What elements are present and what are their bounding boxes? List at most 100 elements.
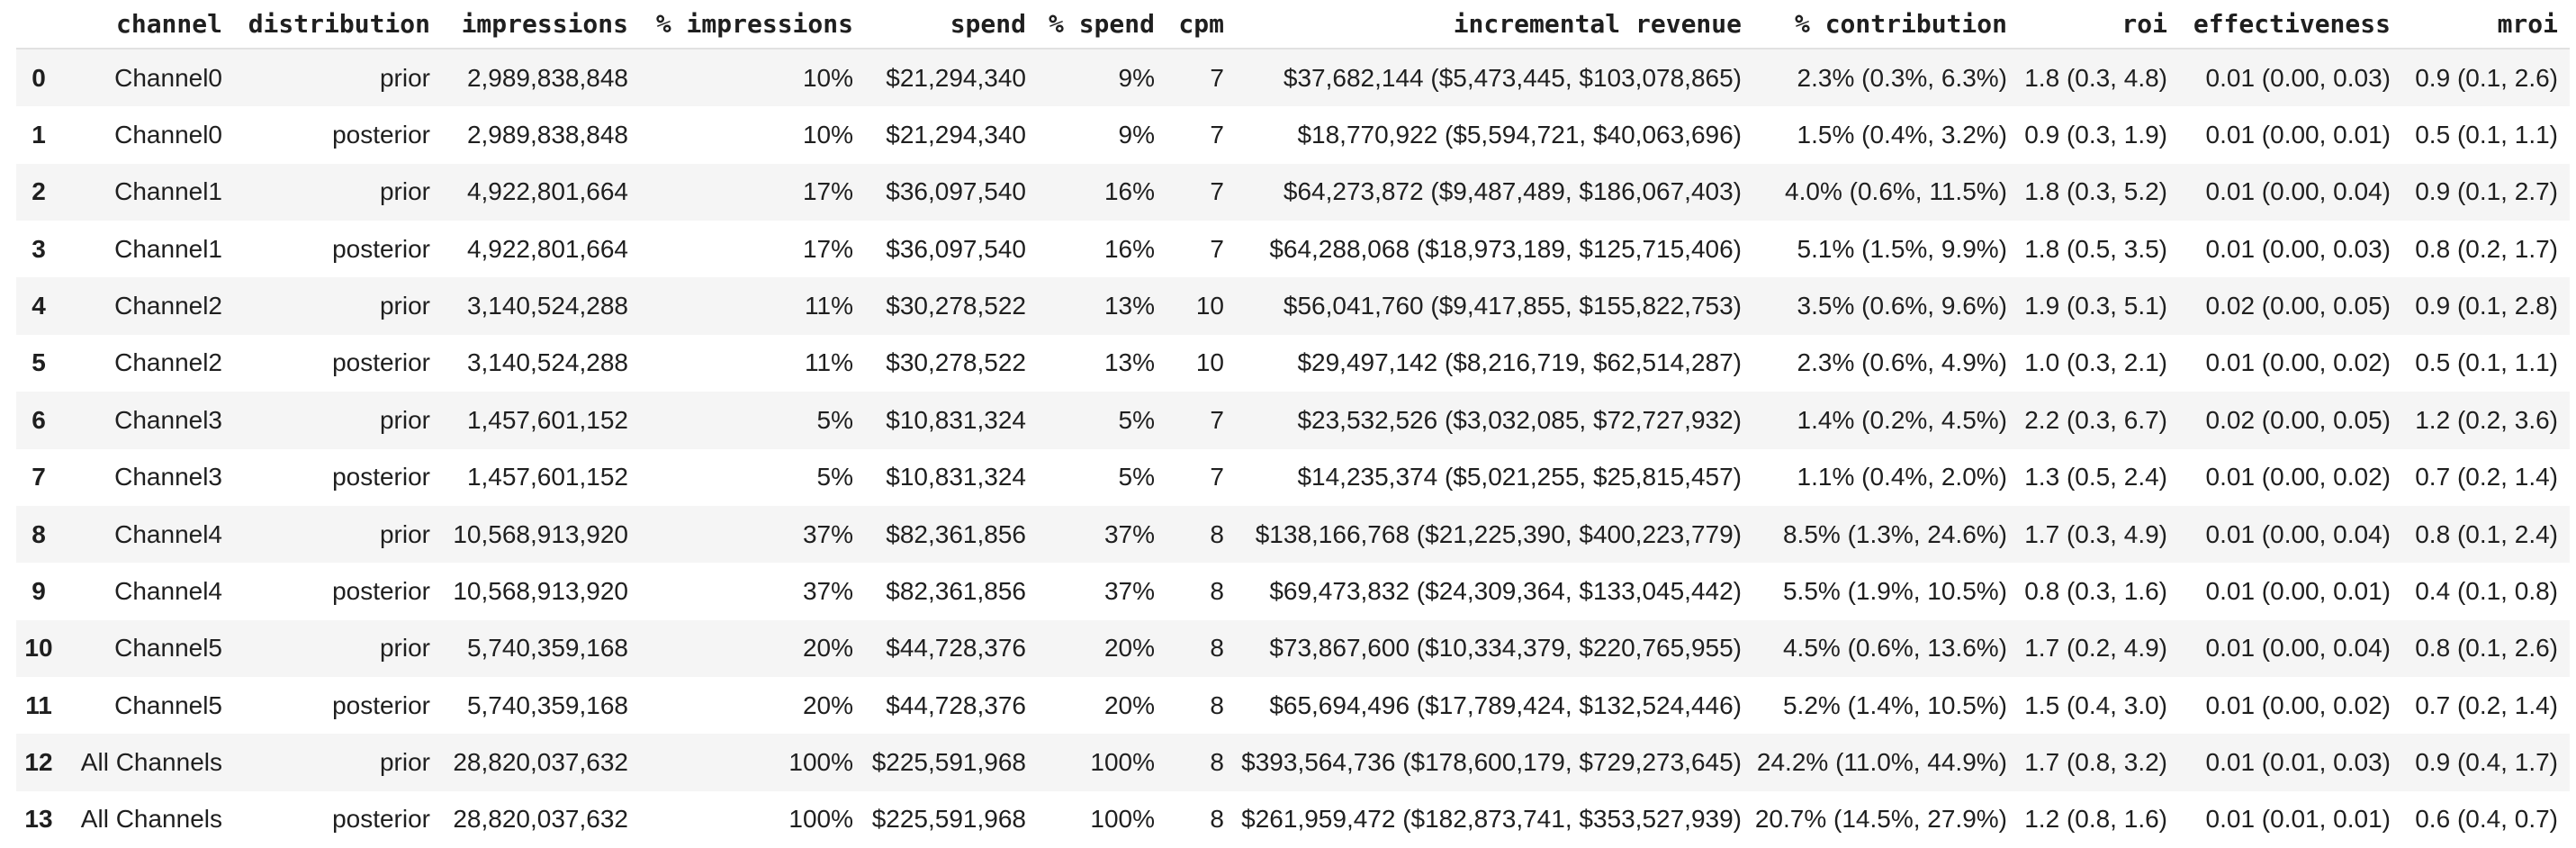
column-header-channel: channel bbox=[61, 0, 222, 50]
cell-pct-spend: 100% bbox=[1090, 747, 1155, 776]
cell-pct-impressions: 20% bbox=[802, 634, 853, 663]
row-index: 12 bbox=[24, 747, 53, 776]
cell-cpm: 8 bbox=[1210, 805, 1224, 834]
cell-mroi: 0.8 (0.2, 1.7) bbox=[2415, 234, 2558, 263]
cell-pct-spend: 20% bbox=[1103, 634, 1155, 663]
cell-cpm: 10 bbox=[1195, 348, 1224, 377]
cell-pct-contribution: 3.5% (0.6%, 9.6%) bbox=[1797, 292, 2007, 320]
cell-impressions: 28,820,037,632 bbox=[453, 747, 628, 776]
cell-mroi: 0.8 (0.1, 2.4) bbox=[2415, 519, 2558, 548]
row-index: 6 bbox=[32, 405, 46, 434]
cell-pct-impressions: 100% bbox=[788, 805, 853, 834]
cell-incremental-revenue: $73,867,600 ($10,334,379, $220,765,955) bbox=[1269, 634, 1742, 663]
row-index: 10 bbox=[24, 634, 53, 663]
cell-roi: 1.7 (0.3, 4.9) bbox=[2024, 519, 2167, 548]
cell-impressions: 3,140,524,288 bbox=[466, 292, 628, 320]
cell-spend: $21,294,340 bbox=[886, 121, 1026, 149]
cell-distribution: prior bbox=[379, 292, 430, 320]
cell-spend: $225,591,968 bbox=[871, 805, 1026, 834]
cell-spend: $30,278,522 bbox=[886, 348, 1026, 377]
cell-spend: $36,097,540 bbox=[886, 177, 1026, 206]
header-row: channel distribution impressions % impre… bbox=[16, 0, 2570, 50]
cell-incremental-revenue: $23,532,526 ($3,032,085, $72,727,932) bbox=[1297, 405, 1742, 434]
cell-pct-spend: 9% bbox=[1118, 63, 1155, 92]
cell-cpm: 7 bbox=[1210, 63, 1224, 92]
cell-roi: 1.8 (0.5, 3.5) bbox=[2024, 234, 2167, 263]
table-row: 10 Channel5 prior 5,740,359,168 20% $44,728,3… bbox=[16, 619, 2570, 677]
cell-spend: $10,831,324 bbox=[886, 405, 1026, 434]
cell-roi: 1.0 (0.3, 2.1) bbox=[2024, 348, 2167, 377]
column-header-effectiveness: effectiveness bbox=[2167, 0, 2391, 50]
cell-spend: $21,294,340 bbox=[886, 63, 1026, 92]
cell-pct-impressions: 17% bbox=[802, 234, 853, 263]
cell-pct-spend: 13% bbox=[1103, 292, 1155, 320]
cell-pct-contribution: 4.0% (0.6%, 11.5%) bbox=[1785, 177, 2007, 206]
column-header-pct-spend: % spend bbox=[1026, 0, 1155, 50]
cell-distribution: posterior bbox=[332, 576, 430, 605]
cell-pct-contribution: 2.3% (0.3%, 6.3%) bbox=[1797, 63, 2007, 92]
row-index: 1 bbox=[32, 121, 46, 149]
cell-incremental-revenue: $69,473,832 ($24,309,364, $133,045,442) bbox=[1269, 576, 1742, 605]
cell-pct-contribution: 4.5% (0.6%, 13.6%) bbox=[1782, 634, 2007, 663]
cell-distribution: prior bbox=[379, 519, 430, 548]
cell-pct-contribution: 20.7% (14.5%, 27.9%) bbox=[1754, 805, 2007, 834]
column-header-pct-contribution: % contribution bbox=[1742, 0, 2007, 50]
cell-pct-contribution: 2.3% (0.6%, 4.9%) bbox=[1797, 348, 2007, 377]
cell-mroi: 0.9 (0.1, 2.7) bbox=[2415, 177, 2558, 206]
cell-impressions: 5,740,359,168 bbox=[466, 690, 628, 719]
row-index: 8 bbox=[32, 519, 46, 548]
column-header-index bbox=[16, 0, 61, 50]
cell-effectiveness: 0.01 (0.00, 0.01) bbox=[2205, 121, 2391, 149]
cell-mroi: 0.8 (0.1, 2.6) bbox=[2415, 634, 2558, 663]
cell-spend: $36,097,540 bbox=[886, 234, 1026, 263]
cell-effectiveness: 0.01 (0.00, 0.04) bbox=[2205, 634, 2391, 663]
cell-incremental-revenue: $138,166,768 ($21,225,390, $400,223,779) bbox=[1255, 519, 1742, 548]
cell-mroi: 0.7 (0.2, 1.4) bbox=[2415, 463, 2558, 492]
cell-pct-spend: 9% bbox=[1118, 121, 1155, 149]
cell-cpm: 7 bbox=[1210, 177, 1224, 206]
cell-spend: $82,361,856 bbox=[886, 519, 1026, 548]
cell-effectiveness: 0.01 (0.00, 0.02) bbox=[2205, 348, 2391, 377]
cell-distribution: prior bbox=[379, 405, 430, 434]
cell-incremental-revenue: $14,235,374 ($5,021,255, $25,815,457) bbox=[1297, 463, 1742, 492]
table-row: 7 Channel3 posterior 1,457,601,152 5% $10,831… bbox=[16, 448, 2570, 506]
cell-effectiveness: 0.02 (0.00, 0.05) bbox=[2205, 292, 2391, 320]
table-row: 5 Channel2 posterior 3,140,524,288 11% $30,27… bbox=[16, 334, 2570, 392]
table-row: 1 Channel0 posterior 2,989,838,848 10% $21,29… bbox=[16, 106, 2570, 164]
cell-pct-contribution: 1.1% (0.4%, 2.0%) bbox=[1797, 463, 2007, 492]
column-header-roi: roi bbox=[2007, 0, 2167, 50]
column-header-incremental-revenue: incremental revenue bbox=[1224, 0, 1742, 50]
cell-cpm: 7 bbox=[1210, 234, 1224, 263]
cell-impressions: 5,740,359,168 bbox=[466, 634, 628, 663]
cell-pct-contribution: 5.5% (1.9%, 10.5%) bbox=[1782, 576, 2007, 605]
cell-distribution: prior bbox=[379, 634, 430, 663]
cell-pct-contribution: 24.2% (11.0%, 44.9%) bbox=[1756, 747, 2007, 776]
column-header-distribution: distribution bbox=[222, 0, 430, 50]
cell-pct-contribution: 5.1% (1.5%, 9.9%) bbox=[1797, 234, 2007, 263]
table-row: 4 Channel2 prior 3,140,524,288 11% $30,278,52… bbox=[16, 277, 2570, 335]
cell-channel: Channel5 bbox=[114, 634, 222, 663]
row-index: 5 bbox=[32, 348, 46, 377]
cell-pct-impressions: 100% bbox=[788, 747, 853, 776]
cell-effectiveness: 0.01 (0.00, 0.04) bbox=[2205, 177, 2391, 206]
cell-channel: Channel2 bbox=[114, 292, 222, 320]
column-header-impressions: impressions bbox=[430, 0, 628, 50]
cell-distribution: posterior bbox=[332, 121, 430, 149]
cell-distribution: prior bbox=[379, 747, 430, 776]
cell-cpm: 8 bbox=[1210, 519, 1224, 548]
cell-roi: 1.8 (0.3, 5.2) bbox=[2024, 177, 2167, 206]
cell-pct-impressions: 20% bbox=[802, 690, 853, 719]
cell-cpm: 8 bbox=[1210, 747, 1224, 776]
cell-distribution: posterior bbox=[332, 463, 430, 492]
cell-pct-impressions: 37% bbox=[802, 576, 853, 605]
cell-pct-impressions: 10% bbox=[802, 63, 853, 92]
cell-roi: 1.7 (0.2, 4.9) bbox=[2024, 634, 2167, 663]
cell-channel: Channel4 bbox=[114, 576, 222, 605]
cell-distribution: posterior bbox=[332, 690, 430, 719]
cell-incremental-revenue: $393,564,736 ($178,600,179, $729,273,645… bbox=[1241, 747, 1742, 776]
cell-distribution: prior bbox=[379, 63, 430, 92]
cell-impressions: 3,140,524,288 bbox=[466, 348, 628, 377]
cell-pct-contribution: 5.2% (1.4%, 10.5%) bbox=[1782, 690, 2007, 719]
column-header-spend: spend bbox=[853, 0, 1026, 50]
cell-pct-spend: 5% bbox=[1118, 463, 1155, 492]
